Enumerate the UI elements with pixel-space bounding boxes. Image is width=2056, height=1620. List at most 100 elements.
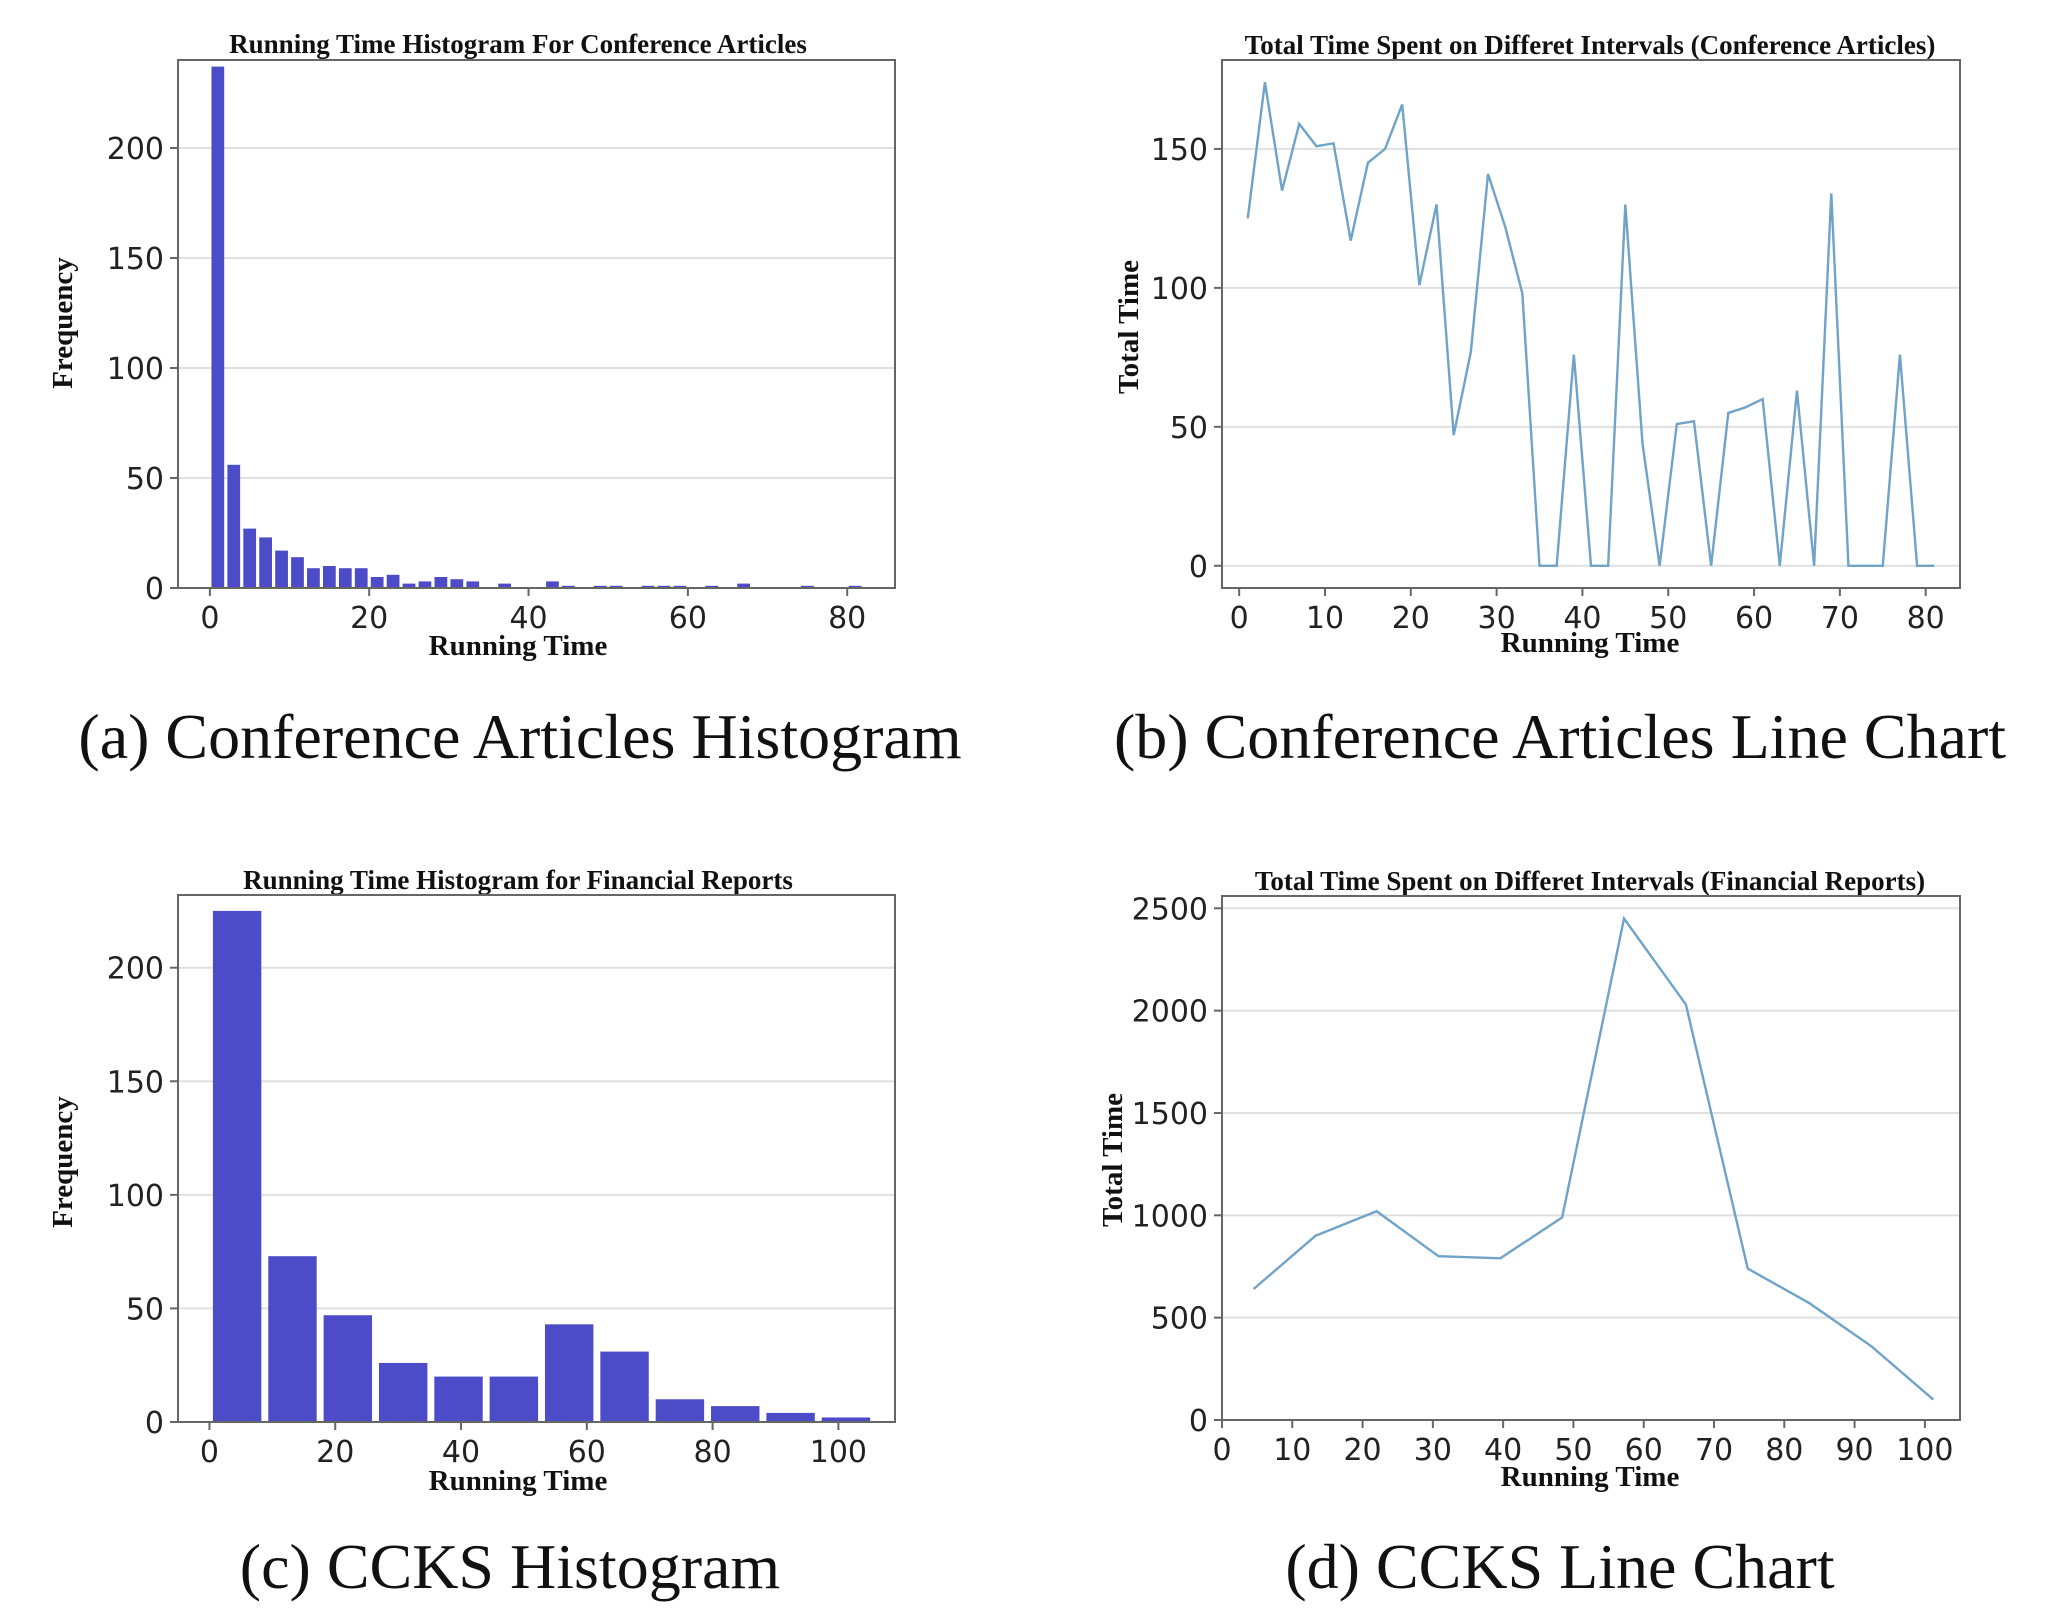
- bar: [609, 585, 623, 588]
- x-tick-label: 30: [1478, 601, 1516, 636]
- chart-title: Running Time Histogram For Conference Ar…: [229, 29, 807, 59]
- x-axis-label: Running Time: [1501, 627, 1680, 659]
- chart-conference-line: Total Time Spent on Differet Intervals (…: [1113, 30, 1961, 659]
- x-tick-label: 80: [1765, 1433, 1803, 1468]
- bar: [370, 577, 384, 588]
- series-line: [1246, 82, 1935, 567]
- x-tick-label: 40: [509, 601, 547, 636]
- x-tick-label: 50: [1554, 1433, 1592, 1468]
- bar: [322, 566, 336, 588]
- x-tick-label: 0: [1230, 601, 1249, 636]
- x-tick-label: 70: [1695, 1433, 1733, 1468]
- bar: [544, 1324, 594, 1422]
- chart-title: Total Time Spent on Differet Intervals (…: [1245, 30, 1936, 60]
- x-tick-label: 70: [1821, 601, 1859, 636]
- bar: [291, 557, 304, 588]
- y-tick-label: 2500: [1132, 892, 1208, 927]
- bar: [498, 583, 512, 588]
- bar: [711, 1406, 760, 1422]
- x-tick-label: 60: [1735, 601, 1773, 636]
- x-axis-label: Running Time: [429, 1465, 608, 1497]
- y-tick-label: 2000: [1132, 995, 1208, 1030]
- bar: [243, 528, 257, 588]
- bar: [386, 574, 400, 588]
- x-tick-label: 100: [1896, 1433, 1953, 1468]
- x-tick-label: 20: [350, 601, 388, 636]
- y-tick-label: 500: [1151, 1302, 1208, 1337]
- bar: [655, 1399, 705, 1422]
- y-tick-label: 200: [107, 132, 164, 167]
- bar: [466, 581, 480, 588]
- plot-frame: [177, 894, 896, 1423]
- y-tick-label: 50: [126, 1292, 164, 1327]
- y-tick-label: 50: [126, 462, 164, 497]
- bar: [378, 1362, 428, 1422]
- y-tick-label: 100: [107, 1179, 164, 1214]
- x-tick-label: 10: [1306, 601, 1344, 636]
- bar: [307, 568, 320, 588]
- bar: [800, 585, 814, 588]
- bar: [705, 585, 719, 588]
- caption-d: (d) CCKS Line Chart: [1285, 1531, 1835, 1602]
- y-tick-label: 150: [107, 1065, 164, 1100]
- bar: [212, 910, 262, 1422]
- chart-title: Running Time Histogram for Financial Rep…: [243, 865, 793, 895]
- y-tick-label: 0: [145, 1406, 164, 1441]
- x-tick-label: 90: [1835, 1433, 1873, 1468]
- y-tick-label: 150: [107, 242, 164, 277]
- chart-ccks-histogram: Running Time Histogram for Financial Rep…: [47, 865, 896, 1497]
- bar: [673, 585, 687, 588]
- bar: [434, 577, 448, 588]
- x-tick-label: 40: [1563, 601, 1601, 636]
- y-tick-label: 150: [1151, 133, 1208, 168]
- caption-b: (b) Conference Articles Line Chart: [1113, 701, 2007, 772]
- y-axis-label: Total Time: [1113, 260, 1145, 394]
- caption-a: (a) Conference Articles Histogram: [78, 701, 962, 772]
- x-tick-label: 0: [200, 1435, 219, 1470]
- y-tick-label: 1000: [1132, 1199, 1208, 1234]
- y-axis-label: Frequency: [47, 1096, 79, 1228]
- bar: [418, 581, 432, 588]
- x-tick-label: 60: [669, 601, 707, 636]
- bar: [593, 585, 607, 588]
- y-tick-label: 200: [107, 952, 164, 987]
- chart-panel-c: Running Time Histogram for Financial Rep…: [0, 840, 1020, 1520]
- bar: [450, 579, 464, 588]
- bar: [211, 66, 225, 589]
- x-axis-label: Running Time: [1501, 1461, 1680, 1493]
- x-tick-label: 80: [1907, 601, 1945, 636]
- y-tick-label: 100: [107, 352, 164, 387]
- y-tick-label: 0: [1189, 550, 1208, 585]
- bar: [323, 1315, 373, 1422]
- bar: [641, 585, 655, 588]
- bar: [268, 1256, 317, 1422]
- bar: [227, 464, 241, 588]
- caption-c: (c) CCKS Histogram: [239, 1531, 781, 1602]
- x-tick-label: 0: [200, 601, 219, 636]
- bar: [259, 537, 273, 588]
- x-axis-label: Running Time: [429, 630, 608, 662]
- y-tick-label: 0: [1189, 1404, 1208, 1439]
- bar: [821, 1417, 871, 1422]
- x-tick-label: 40: [442, 1435, 480, 1470]
- bar: [737, 583, 751, 588]
- bar: [546, 581, 559, 588]
- x-tick-label: 100: [810, 1435, 867, 1470]
- chart-title: Total Time Spent on Differet Intervals (…: [1255, 866, 1925, 896]
- bar: [275, 550, 288, 588]
- x-tick-label: 60: [1625, 1433, 1663, 1468]
- chart-ccks-line: Total Time Spent on Differet Intervals (…: [1097, 866, 1961, 1493]
- series-line: [1252, 915, 1935, 1401]
- x-tick-label: 80: [828, 601, 866, 636]
- chart-panel-b: Total Time Spent on Differet Intervals (…: [1070, 0, 2056, 680]
- x-tick-label: 50: [1649, 601, 1687, 636]
- bar: [657, 585, 671, 588]
- bar: [489, 1376, 539, 1422]
- x-tick-label: 20: [1343, 1433, 1381, 1468]
- x-tick-label: 40: [1484, 1433, 1522, 1468]
- y-tick-label: 50: [1170, 411, 1208, 446]
- chart-conference-histogram: Running Time Histogram For Conference Ar…: [47, 29, 896, 662]
- y-axis-label: Total Time: [1097, 1093, 1129, 1227]
- chart-panel-d: Total Time Spent on Differet Intervals (…: [1070, 840, 2056, 1520]
- bar: [766, 1412, 815, 1422]
